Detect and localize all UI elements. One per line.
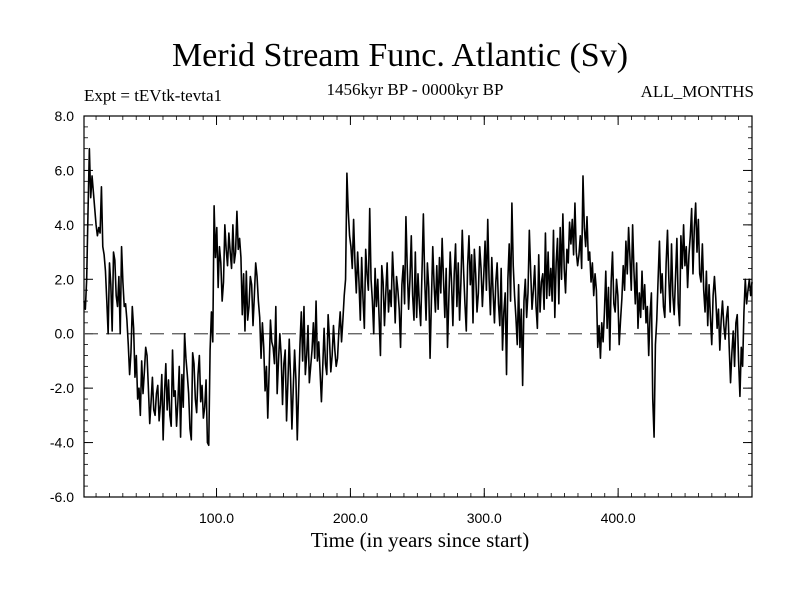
series-line	[83, 147, 753, 447]
y-tick-label: -2.0	[50, 380, 74, 396]
plot-frame	[83, 115, 753, 498]
x-tick-label: 400.0	[601, 510, 636, 526]
y-tick-label: -6.0	[50, 489, 74, 505]
x-tick-label: 200.0	[333, 510, 368, 526]
y-tick-label: 0.0	[55, 326, 75, 342]
y-tick-label: 2.0	[55, 271, 75, 287]
axis-ticks	[84, 115, 752, 498]
y-tick-label: -4.0	[50, 435, 74, 451]
months-label: ALL_MONTHS	[640, 82, 754, 101]
period-label: 1456kyr BP - 0000kyr BP	[326, 80, 504, 99]
y-tick-label: 4.0	[55, 217, 75, 233]
y-tick-label: 8.0	[55, 108, 75, 124]
y-tick-label: 6.0	[55, 162, 75, 178]
x-tick-label: 100.0	[199, 510, 234, 526]
tick-labels: -6.0 -4.0 -2.0 0.0 2.0 4.0 6.0 8.0 100.0 200.0 300…	[50, 108, 636, 526]
x-axis-label: Time (in years since start)	[310, 528, 530, 552]
chart-title: Merid Stream Func. Atlantic (Sv)	[171, 37, 629, 74]
x-tick-label: 300.0	[467, 510, 502, 526]
experiment-label: Expt = tEVtk-tevta1	[84, 86, 223, 105]
